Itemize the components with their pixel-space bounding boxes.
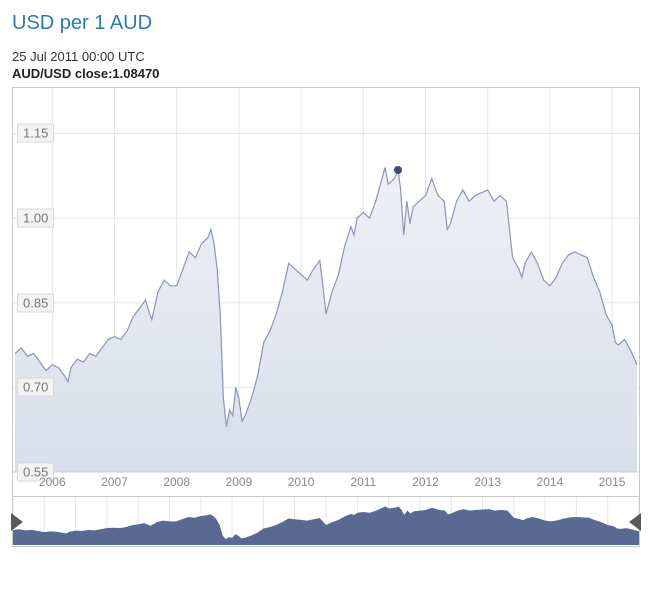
x-axis-labels: 2006 2007 2008 2009 2010 2011 2012 2013 2014 2015	[13, 475, 639, 493]
x-tick-label: 2010	[288, 475, 315, 489]
x-tick-label: 2007	[101, 475, 128, 489]
range-handle-left[interactable]	[11, 513, 23, 531]
x-tick-label: 2009	[226, 475, 253, 489]
x-tick-label: 2015	[599, 475, 626, 489]
close-value: 1.08470	[112, 66, 159, 81]
x-tick-label: 2011	[350, 475, 376, 489]
x-tick-label: 2014	[537, 475, 564, 489]
x-tick-label: 2012	[412, 475, 439, 489]
pair-label: AUD/USD	[12, 66, 71, 81]
chart-title: USD per 1 AUD	[12, 12, 642, 35]
y-tick-label: 1.15	[17, 124, 54, 143]
overview-svg	[13, 497, 639, 545]
y-tick-label: 0.85	[17, 293, 54, 312]
x-tick-label: 2013	[474, 475, 501, 489]
main-chart[interactable]: 0.550.700.851.001.15 2006200720082009201…	[12, 87, 640, 497]
y-axis-labels: 0.550.700.851.001.15	[13, 88, 59, 496]
y-tick-label: 0.70	[17, 378, 54, 397]
chart-timestamp: 25 Jul 2011 00:00 UTC	[12, 49, 642, 64]
y-tick-label: 1.00	[17, 209, 54, 228]
chart-svg	[13, 88, 639, 496]
close-label: close:	[71, 66, 112, 81]
x-tick-label: 2008	[163, 475, 190, 489]
x-tick-label: 2006	[39, 475, 66, 489]
range-handle-right[interactable]	[629, 513, 641, 531]
data-point-marker	[394, 166, 402, 174]
overview-chart[interactable]	[12, 497, 640, 547]
chart-close-line: AUD/USD close:1.08470	[12, 66, 642, 81]
